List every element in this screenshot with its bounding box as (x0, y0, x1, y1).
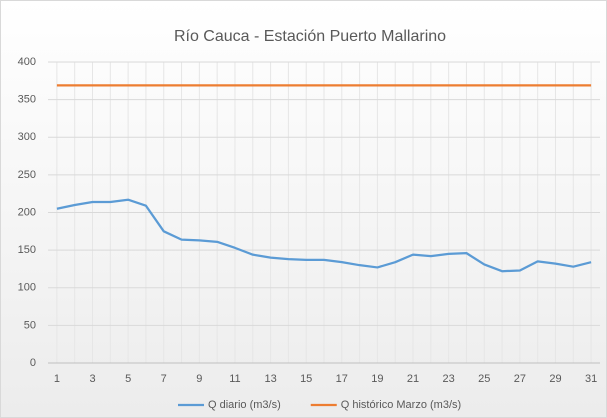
y-tick-label: 0 (30, 357, 36, 369)
x-tick-label: 29 (549, 373, 561, 385)
y-tick-label: 200 (18, 206, 36, 218)
y-tick-label: 350 (18, 94, 36, 106)
legend-label: Q histórico Marzo (m3/s) (341, 399, 461, 411)
x-tick-label: 17 (336, 373, 348, 385)
x-tick-label: 5 (125, 373, 131, 385)
y-tick-label: 400 (18, 56, 36, 68)
x-tick-label: 27 (514, 373, 526, 385)
x-tick-label: 23 (443, 373, 455, 385)
x-tick-label: 21 (407, 373, 419, 385)
x-tick-label: 9 (196, 373, 202, 385)
x-tick-label: 11 (229, 373, 240, 385)
y-tick-label: 300 (18, 131, 36, 143)
x-tick-label: 31 (585, 373, 597, 385)
x-tick-label: 19 (371, 373, 383, 385)
x-tick-label: 25 (478, 373, 490, 385)
chart-title: Río Cauca - Estación Puerto Mallarino (174, 28, 446, 45)
legend-label: Q diario (m3/s) (208, 399, 281, 411)
x-tick-label: 15 (300, 373, 312, 385)
y-tick-label: 100 (18, 282, 36, 294)
x-tick-label: 3 (89, 373, 95, 385)
y-tick-label: 250 (18, 169, 36, 181)
x-tick-label: 13 (264, 373, 276, 385)
series-line (56, 198, 592, 273)
x-tick-label: 1 (54, 373, 60, 385)
y-tick-label: 50 (24, 319, 36, 331)
x-tick-label: 7 (161, 373, 167, 385)
y-tick-label: 150 (18, 244, 36, 256)
